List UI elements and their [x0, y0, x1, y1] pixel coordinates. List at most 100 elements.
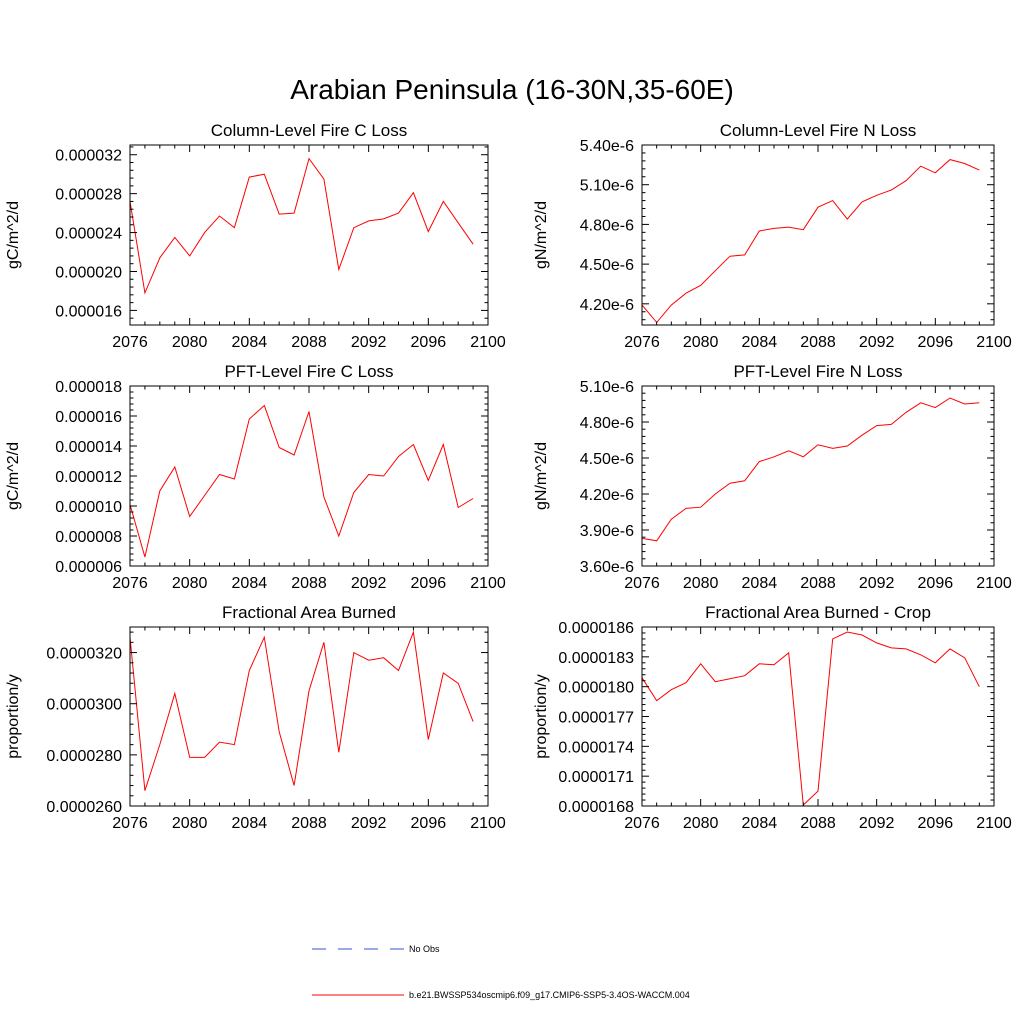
- y-tick-label: 0.0000180: [558, 680, 634, 697]
- x-tick-label: 2092: [859, 334, 895, 351]
- x-tick-label: 2096: [411, 575, 447, 592]
- y-tick-label: 0.000028: [55, 187, 122, 204]
- panel-title: Column-Level Fire N Loss: [720, 121, 917, 140]
- y-tick-label: 0.000016: [55, 409, 122, 426]
- x-tick-label: 2076: [624, 575, 660, 592]
- y-tick-label: 0.0000168: [558, 799, 634, 816]
- x-tick-label: 2092: [859, 575, 895, 592]
- panel-title: PFT-Level Fire N Loss: [733, 362, 902, 381]
- y-tick-label: 0.000032: [55, 148, 122, 165]
- x-tick-label: 2100: [470, 815, 506, 832]
- x-tick-label: 2088: [291, 575, 327, 592]
- series-line: [129, 157, 474, 295]
- x-tick-label: 2088: [800, 815, 836, 832]
- y-tick-label: 0.000010: [55, 499, 122, 516]
- y-tick-label: 0.000020: [55, 264, 122, 281]
- y-tick-label: 0.000024: [55, 226, 122, 243]
- panel-3: 2076 2080 2084 2088 2092 2096 2100 0.000006 0.00…: [5, 362, 506, 592]
- y-tick-label: 3.90e-6: [580, 523, 634, 540]
- x-tick-label: 2084: [742, 334, 778, 351]
- series-line: [129, 404, 474, 558]
- plot-frame: [129, 144, 489, 326]
- y-axis-label: gC/m^2/d: [5, 201, 22, 269]
- x-tick-label: 2080: [683, 575, 719, 592]
- y-axis-label: gN/m^2/d: [533, 442, 550, 510]
- x-tick-label: 2088: [800, 334, 836, 351]
- legend-obs-label: No Obs: [409, 944, 440, 954]
- x-tick-label: 2080: [683, 334, 719, 351]
- legend: No Obs b.e21.BWSSP534oscmip6.f09_g17.CMI…: [312, 944, 690, 1000]
- y-tick-label: 0.0000260: [46, 799, 122, 816]
- x-tick-label: 2080: [172, 575, 208, 592]
- panels: 2076 2080 2084 2088 2092 2096 2100 0.000016 0.00…: [5, 121, 1012, 832]
- y-tick-label: 4.80e-6: [580, 217, 634, 234]
- y-tick-label: 4.20e-6: [580, 297, 634, 314]
- series-line: [129, 630, 474, 791]
- y-tick-label: 0.000012: [55, 469, 122, 486]
- x-tick-label: 2100: [976, 334, 1012, 351]
- panel-title: PFT-Level Fire C Loss: [224, 362, 393, 381]
- x-tick-label: 2096: [918, 575, 954, 592]
- y-tick-label: 0.0000320: [46, 646, 122, 663]
- x-tick-label: 2088: [291, 334, 327, 351]
- y-axis-label: proportion/y: [5, 674, 22, 759]
- x-tick-label: 2092: [351, 575, 387, 592]
- x-tick-label: 2076: [112, 815, 148, 832]
- main-title: Arabian Peninsula (16-30N,35-60E): [290, 74, 734, 105]
- y-tick-label: 0.0000177: [558, 710, 634, 727]
- panel-1: 2076 2080 2084 2088 2092 2096 2100 0.000016 0.00…: [5, 121, 506, 351]
- y-tick-label: 0.0000174: [558, 739, 634, 756]
- y-tick-label: 0.000006: [55, 559, 122, 576]
- panel-title: Fractional Area Burned - Crop: [705, 603, 931, 622]
- panel-5: 2076 2080 2084 2088 2092 2096 2100 0.0000260 0.0…: [5, 603, 506, 832]
- y-tick-label: 5.10e-6: [580, 379, 634, 396]
- x-tick-label: 2088: [800, 575, 836, 592]
- x-tick-label: 2092: [351, 334, 387, 351]
- y-tick-label: 0.0000186: [558, 620, 634, 637]
- y-tick-label: 0.000014: [55, 439, 122, 456]
- y-tick-label: 0.000016: [55, 303, 122, 320]
- y-tick-label: 0.000008: [55, 529, 122, 546]
- x-tick-label: 2092: [351, 815, 387, 832]
- x-tick-label: 2084: [742, 575, 778, 592]
- y-tick-label: 0.0000280: [46, 748, 122, 765]
- x-tick-label: 2100: [976, 815, 1012, 832]
- x-tick-label: 2076: [624, 334, 660, 351]
- series-line: [641, 631, 980, 807]
- y-tick-label: 0.0000183: [558, 650, 634, 667]
- panel-title: Column-Level Fire C Loss: [211, 121, 408, 140]
- panel-title: Fractional Area Burned: [222, 603, 396, 622]
- x-tick-label: 2096: [411, 334, 447, 351]
- y-tick-label: 4.50e-6: [580, 257, 634, 274]
- panel-4: 2076 2080 2084 2088 2092 2096 2100 3.60e-6 3.90e…: [533, 362, 1012, 592]
- y-tick-label: 5.10e-6: [580, 178, 634, 195]
- series-line: [641, 159, 980, 324]
- y-axis-label: gC/m^2/d: [5, 442, 22, 510]
- x-tick-label: 2076: [624, 815, 660, 832]
- x-tick-label: 2100: [470, 334, 506, 351]
- x-tick-label: 2100: [976, 575, 1012, 592]
- x-tick-label: 2096: [918, 815, 954, 832]
- x-tick-label: 2084: [232, 334, 268, 351]
- x-tick-label: 2080: [172, 334, 208, 351]
- legend-model-label: b.e21.BWSSP534oscmip6.f09_g17.CMIP6-SSP5…: [409, 990, 690, 1000]
- y-tick-label: 4.80e-6: [580, 415, 634, 432]
- y-tick-label: 3.60e-6: [580, 559, 634, 576]
- panel-6: 2076 2080 2084 2088 2092 2096 2100 0.0000168 0.0…: [533, 603, 1012, 832]
- x-tick-label: 2080: [683, 815, 719, 832]
- x-tick-label: 2076: [112, 575, 148, 592]
- y-tick-label: 0.000018: [55, 379, 122, 396]
- x-tick-label: 2096: [918, 334, 954, 351]
- plot-frame: [641, 626, 995, 807]
- x-tick-label: 2080: [172, 815, 208, 832]
- x-tick-label: 2088: [291, 815, 327, 832]
- y-tick-label: 0.0000171: [558, 769, 634, 786]
- series-line: [641, 397, 980, 542]
- x-tick-label: 2084: [232, 815, 268, 832]
- plot-frame: [641, 385, 995, 567]
- x-tick-label: 2092: [859, 815, 895, 832]
- y-tick-label: 4.20e-6: [580, 487, 634, 504]
- y-tick-label: 0.0000300: [46, 697, 122, 714]
- x-tick-label: 2076: [112, 334, 148, 351]
